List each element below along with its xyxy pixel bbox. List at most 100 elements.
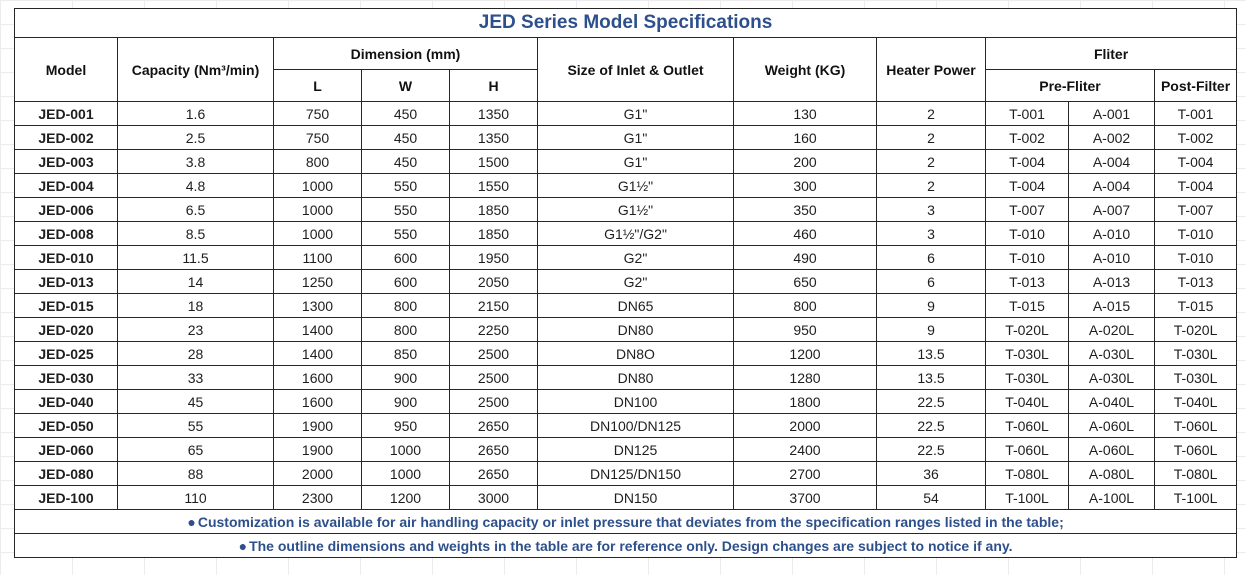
length-cell: 1000 <box>273 197 362 222</box>
weight-cell: 3700 <box>733 485 877 510</box>
spec-table: JED Series Model Specifications Model Ca… <box>13 8 1238 558</box>
weight-cell: 490 <box>733 245 877 270</box>
heater-power-cell: 13.5 <box>876 341 986 366</box>
pre-filter-t-cell: T-010 <box>985 221 1069 246</box>
inlet-outlet-cell: DN65 <box>537 293 734 318</box>
height-cell: 2500 <box>449 365 538 390</box>
model-cell: JED-025 <box>14 341 118 366</box>
capacity-cell: 3.8 <box>117 149 274 174</box>
pre-filter-a-cell: A-040L <box>1068 389 1155 414</box>
heater-power-cell: 2 <box>876 149 986 174</box>
heater-power-cell: 3 <box>876 197 986 222</box>
model-cell: JED-020 <box>14 317 118 342</box>
inlet-outlet-cell: DN125 <box>537 437 734 462</box>
length-cell: 2000 <box>273 461 362 486</box>
inlet-outlet-cell: G1" <box>537 125 734 150</box>
height-cell: 2150 <box>449 293 538 318</box>
capacity-cell: 88 <box>117 461 274 486</box>
height-cell: 2500 <box>449 389 538 414</box>
pre-filter-a-cell: A-030L <box>1068 341 1155 366</box>
width-cell: 450 <box>361 149 450 174</box>
model-cell: JED-003 <box>14 149 118 174</box>
model-cell: JED-001 <box>14 101 118 126</box>
pre-filter-t-cell: T-010 <box>985 245 1069 270</box>
pre-filter-a-cell: A-001 <box>1068 101 1155 126</box>
model-cell: JED-100 <box>14 485 118 510</box>
model-cell: JED-004 <box>14 173 118 198</box>
height-cell: 2650 <box>449 437 538 462</box>
table-title: JED Series Model Specifications <box>13 8 1238 38</box>
model-cell: JED-040 <box>14 389 118 414</box>
model-cell: JED-015 <box>14 293 118 318</box>
header-inlet-outlet: Size of Inlet & Outlet <box>537 37 734 102</box>
pre-filter-a-cell: A-010 <box>1068 221 1155 246</box>
table-row: JED-100 110 2300 1200 3000 DN150 3700 54 T-100L A… <box>14 485 1238 510</box>
height-cell: 2050 <box>449 269 538 294</box>
inlet-outlet-cell: G1" <box>537 101 734 126</box>
pre-filter-t-cell: T-015 <box>985 293 1069 318</box>
pre-filter-a-cell: A-020L <box>1068 317 1155 342</box>
weight-cell: 2700 <box>733 461 877 486</box>
length-cell: 1900 <box>273 437 362 462</box>
heater-power-cell: 6 <box>876 269 986 294</box>
heater-power-cell: 22.5 <box>876 389 986 414</box>
length-cell: 1600 <box>273 365 362 390</box>
header-model: Model <box>14 37 118 102</box>
pre-filter-t-cell: T-040L <box>985 389 1069 414</box>
header-pre-filter: Pre-Fliter <box>985 69 1155 102</box>
length-cell: 1400 <box>273 317 362 342</box>
header-heater-power: Heater Power <box>876 37 986 102</box>
inlet-outlet-cell: G2" <box>537 269 734 294</box>
height-cell: 2250 <box>449 317 538 342</box>
capacity-cell: 14 <box>117 269 274 294</box>
pre-filter-t-cell: T-030L <box>985 341 1069 366</box>
length-cell: 1000 <box>273 173 362 198</box>
note-text: Customization is available for air handl… <box>197 513 1064 530</box>
heater-power-cell: 2 <box>876 173 986 198</box>
width-cell: 800 <box>361 317 450 342</box>
pre-filter-a-cell: A-080L <box>1068 461 1155 486</box>
header-dimension: Dimension (mm) <box>273 37 538 70</box>
heater-power-cell: 2 <box>876 125 986 150</box>
weight-cell: 650 <box>733 269 877 294</box>
inlet-outlet-cell: DN8O <box>537 341 734 366</box>
width-cell: 550 <box>361 173 450 198</box>
width-cell: 450 <box>361 125 450 150</box>
post-filter-cell: T-001 <box>1153 101 1238 126</box>
post-filter-cell: T-007 <box>1153 197 1238 222</box>
table-row: JED-015 18 1300 800 2150 DN65 800 9 T-015 A-015 T-… <box>14 293 1238 318</box>
table-row: JED-060 65 1900 1000 2650 DN125 2400 22.5 T-060L… <box>14 437 1238 462</box>
capacity-cell: 110 <box>117 485 274 510</box>
pre-filter-a-cell: A-002 <box>1068 125 1155 150</box>
length-cell: 800 <box>273 149 362 174</box>
pre-filter-t-cell: T-060L <box>985 437 1069 462</box>
spec-sheet: JED Series Model Specifications Model Ca… <box>13 8 1238 558</box>
capacity-cell: 33 <box>117 365 274 390</box>
weight-cell: 1200 <box>733 341 877 366</box>
heater-power-cell: 54 <box>876 485 986 510</box>
post-filter-cell: T-040L <box>1153 389 1238 414</box>
pre-filter-a-cell: A-060L <box>1068 413 1155 438</box>
inlet-outlet-cell: G1" <box>537 149 734 174</box>
pre-filter-t-cell: T-002 <box>985 125 1069 150</box>
width-cell: 850 <box>361 341 450 366</box>
weight-cell: 1800 <box>733 389 877 414</box>
weight-cell: 350 <box>733 197 877 222</box>
table-row: JED-001 1.6 750 450 1350 G1" 130 2 T-001 A-001 T-0… <box>14 101 1238 126</box>
table-row: JED-030 33 1600 900 2500 DN80 1280 13.5 T-030L A-… <box>14 365 1238 390</box>
capacity-cell: 18 <box>117 293 274 318</box>
header-capacity: Capacity (Nm³/min) <box>117 37 274 102</box>
capacity-cell: 6.5 <box>117 197 274 222</box>
header-height: H <box>449 69 538 102</box>
pre-filter-a-cell: A-015 <box>1068 293 1155 318</box>
header-weight: Weight (KG) <box>733 37 877 102</box>
model-cell: JED-008 <box>14 221 118 246</box>
table-row: JED-013 14 1250 600 2050 G2" 650 6 T-013 A-013 T-0… <box>14 269 1238 294</box>
post-filter-cell: T-060L <box>1153 413 1238 438</box>
table-row: JED-050 55 1900 950 2650 DN100/DN125 2000 22.5 T… <box>14 413 1238 438</box>
inlet-outlet-cell: DN80 <box>537 317 734 342</box>
inlet-outlet-cell: G2" <box>537 245 734 270</box>
capacity-cell: 45 <box>117 389 274 414</box>
weight-cell: 1280 <box>733 365 877 390</box>
width-cell: 900 <box>361 389 450 414</box>
